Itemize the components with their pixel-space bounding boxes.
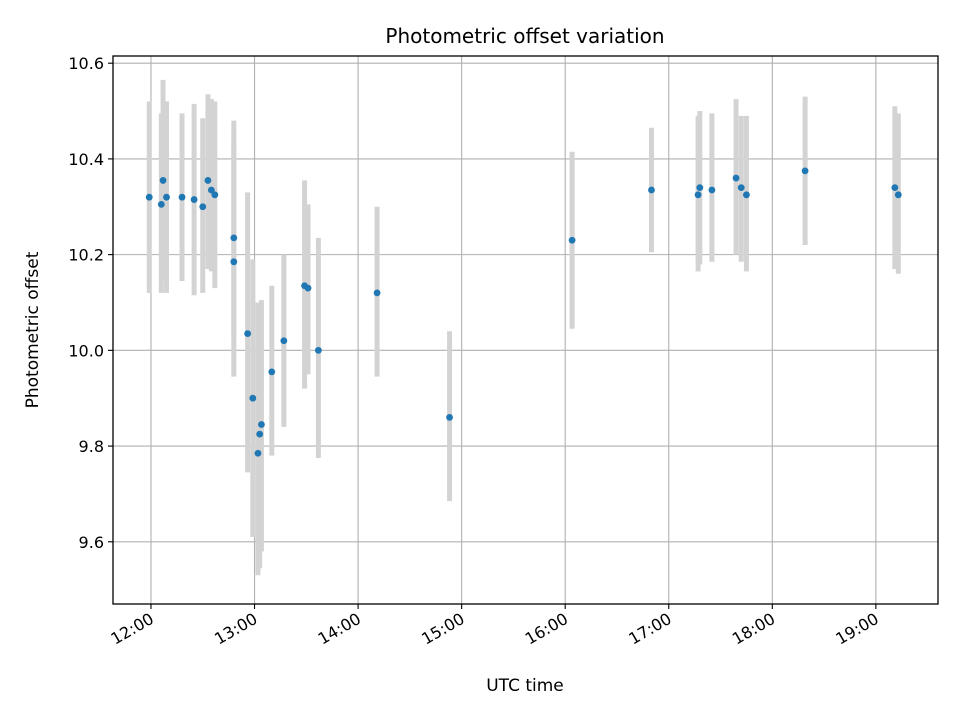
data-point [737, 184, 745, 192]
plot-frame [112, 55, 939, 605]
y-tick-label: 10.2 [68, 246, 104, 265]
data-point [801, 167, 809, 175]
data-point [258, 421, 265, 428]
data-point [230, 234, 238, 242]
data-point [268, 368, 276, 376]
data-point [254, 449, 262, 457]
data-point [244, 330, 252, 337]
data-point [304, 284, 312, 292]
y-axis-title: Photometric offset [23, 251, 43, 408]
data-point [894, 191, 902, 199]
y-axis: 9.6 9.8 10.0 10.2 10.4 10.6 [68, 54, 113, 552]
data-point [256, 430, 264, 438]
data-point [211, 191, 219, 199]
y-tick-label: 10.6 [68, 54, 104, 73]
data-point [314, 346, 322, 354]
data-point [694, 191, 702, 199]
data-point [190, 196, 198, 203]
data-point [696, 184, 704, 192]
y-tick-label: 10.0 [68, 341, 104, 360]
data-point [204, 177, 212, 184]
data-point [249, 394, 257, 402]
data-point [732, 174, 740, 182]
data-point [157, 200, 165, 208]
y-tick-label: 9.6 [79, 533, 104, 552]
data-point [446, 413, 453, 421]
x-axis-title: UTC time [486, 676, 564, 696]
data-point [163, 193, 170, 201]
chart-title: Photometric offset variation [385, 24, 664, 48]
data-point [145, 193, 153, 201]
data-point [199, 203, 207, 211]
data-point [230, 258, 238, 266]
y-tick-label: 10.4 [68, 150, 104, 169]
data-point [178, 193, 186, 201]
data-point [280, 337, 288, 345]
data-point [159, 177, 167, 184]
data-point [373, 289, 381, 297]
data-point [708, 186, 716, 194]
data-point [743, 191, 750, 199]
data-point [207, 186, 215, 194]
data-point [568, 236, 576, 244]
data-point [891, 184, 899, 192]
y-tick-label: 9.8 [79, 437, 104, 456]
data-points [145, 167, 902, 457]
data-point [648, 186, 655, 194]
grid [113, 56, 938, 604]
